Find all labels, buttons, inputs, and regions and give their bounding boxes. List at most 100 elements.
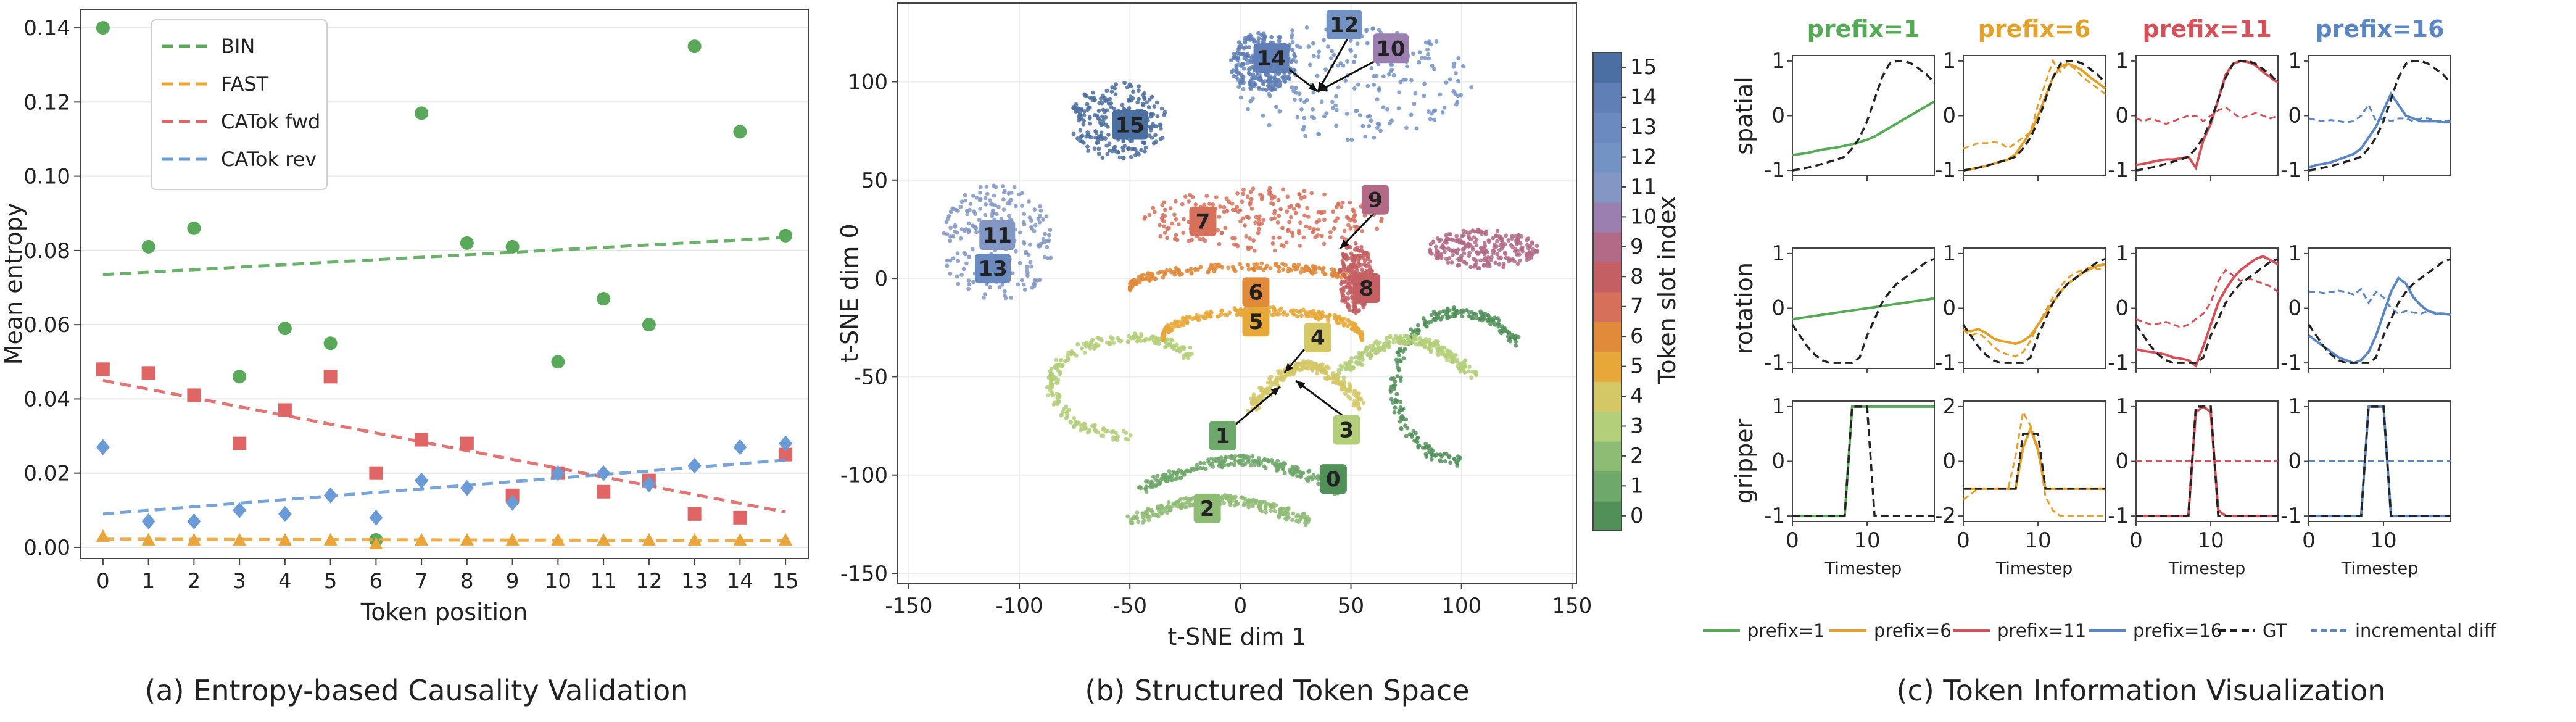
tsne-point xyxy=(1234,75,1239,80)
tsne-point xyxy=(1256,31,1261,36)
point-catok-fwd xyxy=(460,436,474,450)
panel-b-tsne-chart: -150 -100 -50 0 50 100 150-150-100-50050100t-S… xyxy=(836,2,1681,650)
tsne-point xyxy=(945,232,950,237)
tsne-point xyxy=(948,234,953,239)
tsne-point xyxy=(1486,262,1491,267)
tsne-point xyxy=(967,282,972,287)
tsne-point xyxy=(1348,275,1352,280)
tsne-point xyxy=(1388,389,1393,394)
tsne-point xyxy=(1174,265,1178,270)
tsne-point xyxy=(1137,96,1141,101)
tsne-point xyxy=(1172,212,1177,217)
x-tick-label: 6 xyxy=(370,569,383,594)
x-tick-label: 2 xyxy=(188,569,201,594)
tsne-point xyxy=(1495,228,1500,233)
point-catok-fwd xyxy=(278,403,292,417)
tsne-point xyxy=(1361,304,1366,309)
tsne-point xyxy=(1233,268,1238,273)
tsne-point xyxy=(1512,249,1517,254)
tsne-point xyxy=(1533,249,1538,254)
caption-b: (b) Structured Token Space xyxy=(1085,674,1469,707)
tsne-point xyxy=(1476,227,1480,232)
tsne-point xyxy=(1188,267,1193,272)
tsne-point xyxy=(1455,463,1460,468)
gt-line xyxy=(1963,433,2105,490)
tsne-point xyxy=(1342,379,1347,383)
tsne-point xyxy=(1319,233,1324,238)
tsne-point xyxy=(1375,226,1380,231)
tsne-point xyxy=(1246,267,1251,272)
tsne-point xyxy=(1232,242,1236,247)
y-tick-label: -1 xyxy=(2108,504,2129,528)
tsne-point xyxy=(978,206,983,211)
tsne-point xyxy=(1087,115,1092,120)
tsne-point xyxy=(1241,216,1245,221)
tsne-point xyxy=(1239,52,1243,57)
tsne-point xyxy=(1261,31,1266,36)
legend-label: prefix=1 xyxy=(1747,620,1825,641)
y-tick-label: 1 xyxy=(1942,49,1956,73)
tsne-point xyxy=(1357,113,1362,118)
tsne-point xyxy=(1313,235,1318,240)
point-catok-rev xyxy=(141,513,155,529)
tsne-point xyxy=(1296,228,1301,233)
tsne-point xyxy=(1349,285,1353,289)
tsne-point xyxy=(1130,147,1135,151)
tsne-point xyxy=(1455,99,1460,104)
tsne-point xyxy=(1248,58,1253,63)
tsne-point xyxy=(1019,278,1024,283)
tsne-point xyxy=(1320,313,1325,318)
point-catok-rev xyxy=(278,505,292,522)
tsne-point xyxy=(1514,234,1518,239)
tsne-point xyxy=(1261,217,1265,222)
tsne-point xyxy=(1270,241,1275,246)
colorbar-tick-label: 3 xyxy=(1630,413,1644,438)
tsne-point xyxy=(1332,313,1337,318)
tsne-point xyxy=(1398,378,1403,383)
tsne-point xyxy=(1311,226,1316,231)
tsne-point xyxy=(1496,255,1501,260)
tsne-point xyxy=(1394,357,1399,362)
tsne-point xyxy=(1099,433,1104,438)
x-tick-label: 5 xyxy=(324,569,338,594)
tsne-point xyxy=(1398,419,1402,424)
tsne-point xyxy=(1106,132,1111,137)
tsne-point xyxy=(1275,459,1280,463)
y-tick-label: 1 xyxy=(2288,49,2301,73)
tsne-point xyxy=(1249,463,1253,468)
tsne-point xyxy=(1137,84,1141,89)
tsne-point xyxy=(1154,336,1159,341)
tsne-point xyxy=(1214,195,1219,200)
tsne-point xyxy=(1447,77,1452,82)
tsne-point xyxy=(1353,307,1358,312)
tsne-point xyxy=(1235,55,1240,60)
tsne-point xyxy=(1440,110,1445,115)
tsne-point xyxy=(1297,91,1302,96)
tsne-point xyxy=(1375,122,1380,126)
tsne-point xyxy=(1166,226,1171,230)
tsne-point xyxy=(1375,125,1380,130)
tsne-point xyxy=(1155,479,1160,484)
tsne-point xyxy=(964,261,969,266)
tsne-point xyxy=(1021,282,1026,287)
tsne-point xyxy=(1188,315,1192,320)
tsne-point xyxy=(1495,252,1500,257)
tsne-point xyxy=(1054,391,1059,396)
tsne-point xyxy=(1072,104,1077,109)
colorbar-segment xyxy=(1593,411,1621,442)
tsne-point xyxy=(1196,316,1201,321)
tsne-point xyxy=(956,281,961,286)
tsne-point xyxy=(1093,128,1098,133)
y-tick-label: 0 xyxy=(1771,104,1785,128)
gt-line xyxy=(2308,258,2451,364)
x-tick-label: 0 xyxy=(1234,594,1248,618)
tsne-point xyxy=(1162,200,1166,205)
tsne-point xyxy=(1230,68,1235,73)
tsne-point xyxy=(1174,473,1179,477)
tsne-point xyxy=(1317,218,1322,223)
y-tick-label: 0 xyxy=(874,267,888,291)
tsne-point xyxy=(1208,313,1213,318)
tsne-point xyxy=(1099,130,1104,135)
tsne-point xyxy=(1298,270,1303,275)
tsne-point xyxy=(956,259,961,263)
